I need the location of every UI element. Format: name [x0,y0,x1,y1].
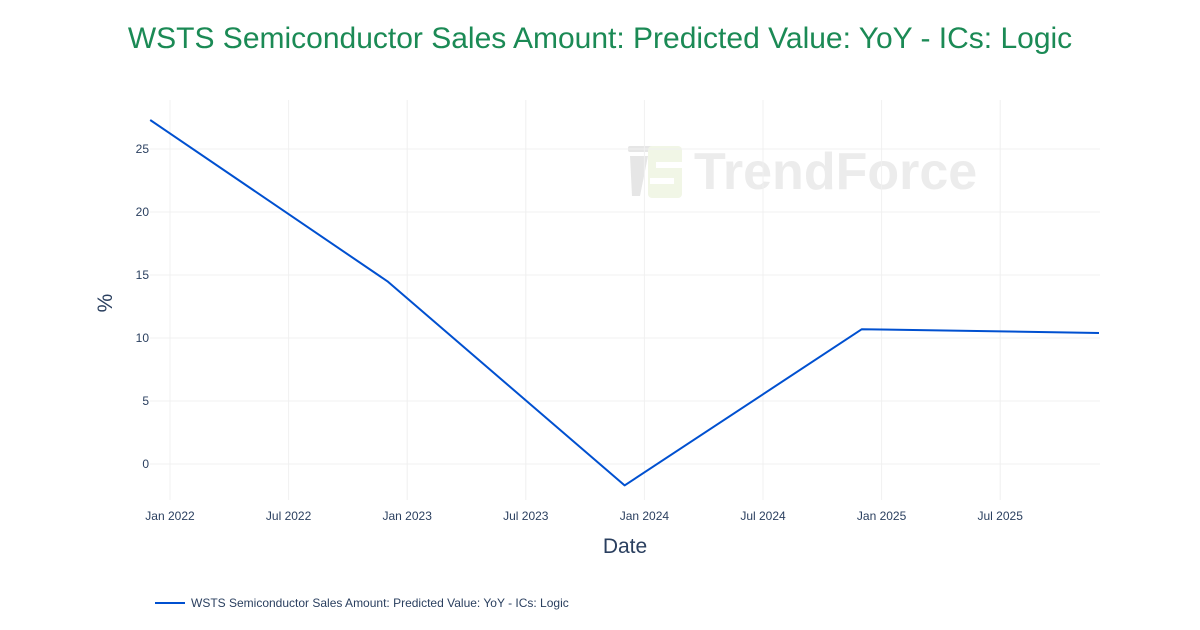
x-tick-label: Jan 2022 [145,509,195,523]
legend-line-swatch [155,602,185,604]
y-tick-label: 5 [142,394,149,408]
x-tick-label: Jul 2025 [978,509,1024,523]
data-line[interactable] [149,119,1100,487]
y-tick-label: 25 [136,142,150,156]
y-tick-label: 10 [136,331,150,345]
y-axis-title: % [94,294,117,313]
x-tick-label: Jul 2022 [266,509,312,523]
legend-label: WSTS Semiconductor Sales Amount: Predict… [191,596,569,610]
y-tick-label: 20 [136,205,150,219]
y-axis-ticks: 0 5 10 15 20 25 [136,142,150,471]
x-tick-label: Jan 2024 [620,509,670,523]
legend[interactable]: WSTS Semiconductor Sales Amount: Predict… [155,596,569,610]
x-tick-label: Jan 2025 [857,509,907,523]
x-tick-label: Jul 2023 [503,509,549,523]
x-tick-label: Jul 2024 [740,509,786,523]
y-tick-label: 0 [142,457,149,471]
x-axis-title: Date [603,535,647,558]
x-axis-ticks: Jan 2022 Jul 2022 Jan 2023 Jul 2023 Jan 2024… [145,509,1023,523]
x-tick-label: Jan 2023 [383,509,433,523]
y-tick-label: 15 [136,268,150,282]
grid-lines [150,100,1100,500]
chart-title: WSTS Semiconductor Sales Amount: Predict… [127,22,1073,55]
